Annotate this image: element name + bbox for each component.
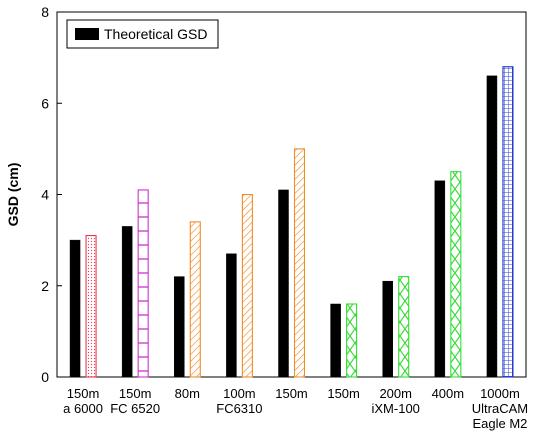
bar-theoretical-6: [330, 303, 341, 378]
x-tick-label: 150m: [327, 386, 360, 401]
bar-measured-7: [398, 276, 410, 378]
x-tick-label: 80m: [175, 386, 200, 401]
bar-measured-9: [502, 66, 514, 378]
x-tick-label: 100m: [223, 386, 256, 401]
legend-swatch: [75, 28, 99, 40]
x-tick-label: FC 6520: [110, 401, 160, 416]
bar-theoretical-7: [382, 280, 393, 378]
y-tick-label: 4: [41, 187, 49, 203]
bar-measured-6: [346, 303, 358, 378]
x-tick-label: iXM-100: [372, 401, 420, 416]
x-tick-label: 200m: [379, 386, 412, 401]
legend-label: Theoretical GSD: [104, 26, 207, 42]
bar-theoretical-3: [174, 276, 185, 378]
bar-theoretical-5: [278, 189, 289, 378]
x-tick-label: 150m: [67, 386, 100, 401]
x-tick-label: a 6000: [63, 401, 103, 416]
y-tick-label: 8: [41, 4, 49, 20]
y-tick-label: 2: [41, 278, 49, 294]
bar-measured-5: [293, 148, 306, 378]
x-tick-label: 400m: [432, 386, 465, 401]
x-tick-label: FC6310: [216, 401, 262, 416]
bar-theoretical-9: [486, 75, 498, 378]
bar-measured-2: [137, 189, 149, 378]
y-axis-label: GSD (cm): [5, 163, 21, 227]
bar-theoretical-4: [226, 253, 237, 378]
x-tick-label: Eagle M2: [472, 416, 527, 431]
bar-measured-4: [241, 193, 253, 378]
bar-theoretical-8: [434, 180, 446, 378]
y-tick-label: 6: [41, 95, 49, 111]
x-tick-label: 150m: [119, 386, 152, 401]
bar-measured-3: [189, 221, 201, 378]
y-tick-label: 0: [41, 369, 49, 385]
bar-theoretical-2: [121, 226, 133, 378]
bar-measured-1: [85, 235, 97, 378]
bar-theoretical-1: [69, 239, 81, 378]
x-tick-label: UltraCAM: [472, 401, 528, 416]
x-tick-label: 1000m: [480, 386, 520, 401]
bar-measured-8: [450, 171, 462, 378]
x-tick-label: 150m: [275, 386, 308, 401]
